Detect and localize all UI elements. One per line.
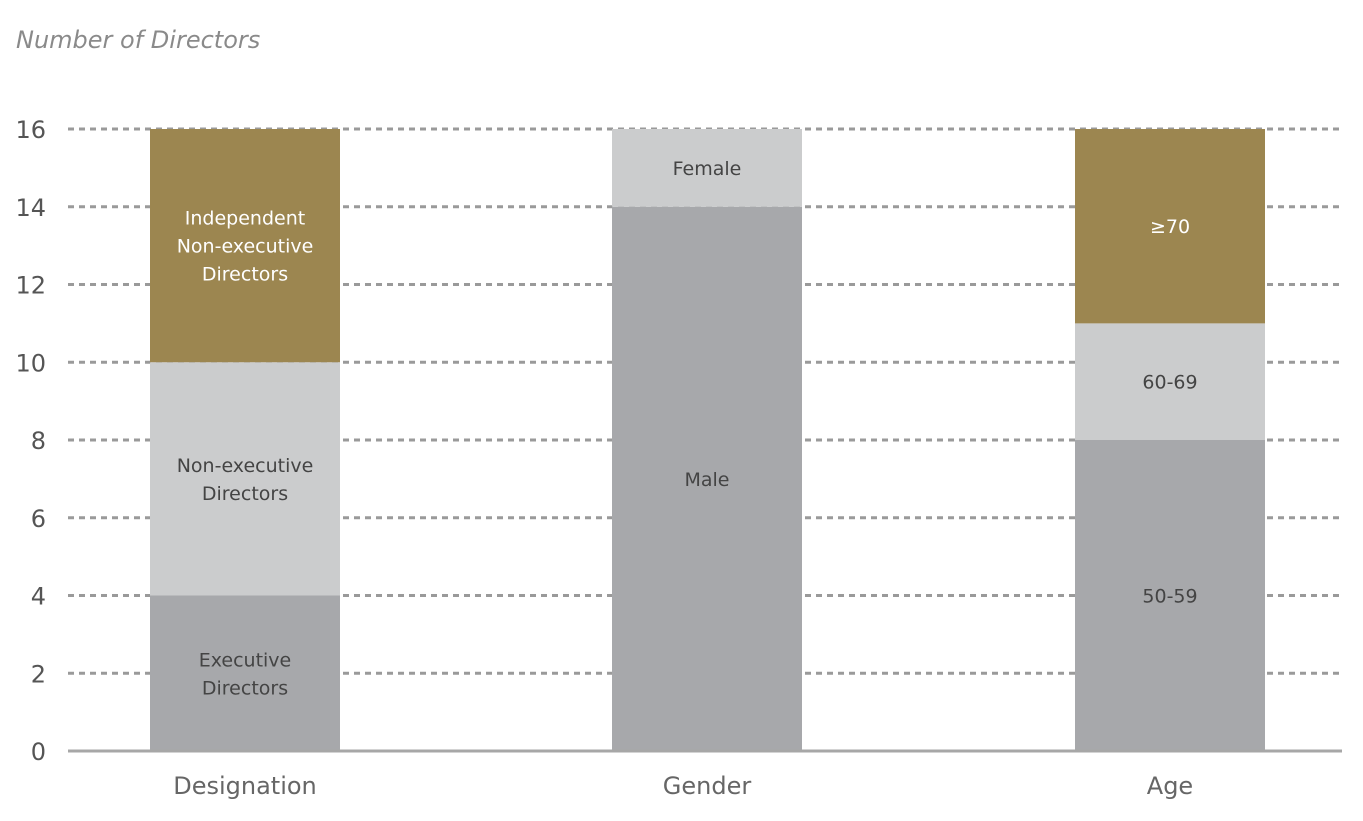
y-tick-label: 6	[31, 505, 46, 533]
segment-label: 60-69	[1142, 372, 1197, 394]
segment-label: Directors	[202, 483, 288, 505]
bar-segment	[150, 595, 340, 751]
segment-labels: Executive Directors Non-executive Directors…	[177, 158, 1198, 699]
segment-label: Male	[684, 469, 729, 491]
bars	[150, 129, 1265, 751]
segment-label: Non-executive	[177, 455, 314, 477]
y-axis-title: Number of Directors	[16, 26, 260, 54]
segment-label: Female	[673, 158, 742, 180]
segment-label: ≥70	[1150, 216, 1190, 238]
segment-label: Independent	[185, 208, 305, 230]
y-tick-label: 14	[15, 194, 46, 222]
segment-label: 50-59	[1142, 586, 1197, 608]
y-tick-label: 2	[31, 660, 46, 688]
bar-segment	[612, 129, 802, 207]
x-category-labels: Designation Gender Age	[173, 772, 1193, 800]
category-label: Designation	[173, 772, 317, 800]
segment-label: Executive	[199, 649, 292, 671]
category-label: Gender	[663, 772, 752, 800]
bar-segment	[1075, 129, 1265, 324]
segment-label: Directors	[202, 677, 288, 699]
y-tick-label: 10	[15, 349, 46, 377]
y-tick-label: 4	[31, 583, 46, 611]
y-tick-label: 16	[15, 116, 46, 144]
bar-segment	[150, 362, 340, 596]
y-tick-label: 0	[31, 738, 46, 766]
bar-segment	[1075, 440, 1265, 751]
y-tick-label: 8	[31, 427, 46, 455]
y-tick-labels: 0 2 4 6 8 10 12 14 16	[15, 116, 46, 766]
category-label: Age	[1147, 772, 1193, 800]
segment-label: Directors	[202, 264, 288, 286]
bar-segment	[1075, 323, 1265, 440]
segment-label: Non-executive	[177, 236, 314, 258]
bar-segment	[612, 206, 802, 751]
y-tick-label: 12	[15, 272, 46, 300]
bar-segment	[150, 129, 340, 363]
